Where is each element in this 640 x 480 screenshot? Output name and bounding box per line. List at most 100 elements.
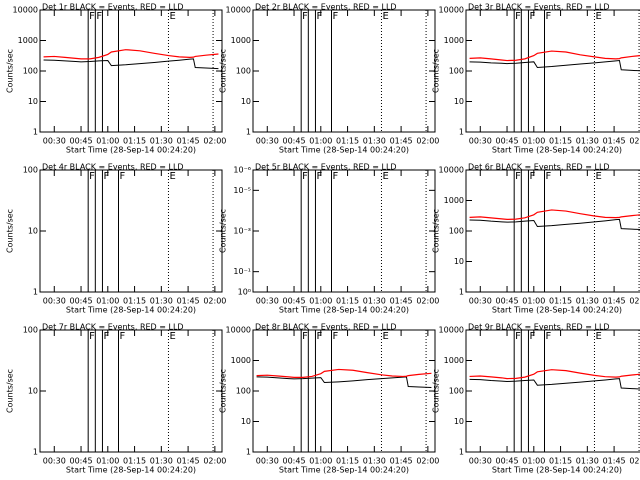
plot-frame — [252, 169, 436, 293]
x-tick-label: 01:30 — [363, 457, 386, 466]
event-label: F — [529, 171, 535, 182]
series-line — [469, 209, 640, 221]
y-tick-label: 10 — [241, 417, 251, 426]
y-tick-label: 100 — [449, 227, 464, 236]
panel: Det 4r BLACK = Events, RED = LLD 1 10 100 00… — [6, 163, 227, 315]
y-tick-label: 10⁻⁶ — [233, 166, 251, 175]
event-label: F — [120, 171, 126, 182]
chart-title: Det 9r BLACK = Events, RED = LLD — [468, 323, 610, 332]
event-label: F — [96, 11, 102, 22]
event-label: F — [529, 331, 535, 342]
y-tick-label: 1 — [246, 448, 251, 457]
x-tick-label: 01:15 — [123, 297, 146, 306]
event-label: F — [333, 331, 339, 342]
y-tick-label: 10 — [28, 227, 38, 236]
series-line — [469, 218, 640, 231]
y-tick-label: 10⁻³ — [233, 227, 251, 236]
y-tick-label: 1000 — [231, 36, 251, 45]
y-tick-label: 10000 — [226, 326, 251, 335]
x-tick-label: 01:45 — [603, 457, 626, 466]
y-tick-label: 100 — [236, 387, 251, 396]
x-tick-label: 02:00 — [416, 457, 439, 466]
x-tick-label: 02:00 — [203, 137, 226, 146]
x-tick-label: 01:15 — [549, 137, 572, 146]
event-label: F — [302, 331, 308, 342]
event-label: F — [120, 331, 126, 342]
event-label: F — [316, 171, 322, 182]
event-label: F — [515, 11, 521, 22]
x-axis-label: Start Time (28-Sep-14 00:24:20) — [279, 306, 409, 315]
x-axis-label: Start Time (28-Sep-14 00:24:20) — [279, 466, 409, 475]
plot-frame — [465, 329, 640, 453]
series-line — [469, 378, 640, 390]
plot-frame — [39, 169, 223, 293]
plot-frame — [465, 169, 640, 293]
y-tick-label: 10 — [241, 97, 251, 106]
x-tick-label: 00:45 — [70, 457, 93, 466]
series-line — [43, 49, 219, 60]
x-tick-label: 01:15 — [336, 297, 359, 306]
event-label: F — [333, 171, 339, 182]
event-label: F — [103, 331, 109, 342]
x-tick-label: 02:00 — [203, 297, 226, 306]
x-tick-label: 01:00 — [96, 297, 119, 306]
event-label: E — [595, 331, 601, 342]
x-axis-label: Start Time (28-Sep-14 00:24:20) — [279, 146, 409, 155]
y-axis-label: Counts/sec — [6, 369, 15, 413]
event-label: F — [89, 11, 95, 22]
y-axis-label: Counts/sec — [6, 49, 15, 93]
event-label: F — [546, 171, 552, 182]
y-axis-label: Counts/sec — [219, 369, 228, 413]
y-axis-label: Counts/sec — [432, 369, 441, 413]
y-tick-label: 10000 — [439, 166, 464, 175]
x-tick-label: 01:45 — [177, 297, 200, 306]
chart-title: Det 7r BLACK = Events, RED = LLD — [42, 323, 184, 332]
x-tick-label: 00:45 — [496, 297, 519, 306]
y-tick-label: 10 — [454, 257, 464, 266]
chart-title: Det 5r BLACK = Events, RED = LLD — [255, 163, 397, 172]
x-tick-label: 01:15 — [123, 457, 146, 466]
x-tick-label: 01:15 — [549, 457, 572, 466]
x-tick-label: 01:30 — [150, 457, 173, 466]
event-label: F — [546, 11, 552, 22]
x-tick-label: 00:30 — [256, 137, 279, 146]
y-tick-label: 100 — [23, 166, 38, 175]
x-tick-label: 00:45 — [70, 137, 93, 146]
panel: Det 7r BLACK = Events, RED = LLD 1 10 100 00… — [6, 323, 227, 475]
x-tick-label: 01:00 — [522, 137, 545, 146]
event-label: E — [382, 331, 388, 342]
x-tick-label: 01:30 — [363, 137, 386, 146]
x-tick-label: 00:45 — [283, 297, 306, 306]
series-line — [469, 60, 640, 72]
event-label: F — [529, 11, 535, 22]
y-tick-label: 1000 — [444, 36, 464, 45]
x-tick-label: 01:45 — [603, 297, 626, 306]
y-tick-label: 1 — [459, 288, 464, 297]
x-tick-label: 01:00 — [522, 457, 545, 466]
y-axis-label: Counts/sec — [432, 49, 441, 93]
x-tick-label: 01:15 — [123, 137, 146, 146]
y-tick-label: 100 — [23, 326, 38, 335]
event-label: F — [515, 171, 521, 182]
plot-frame — [252, 329, 436, 453]
x-tick-label: 01:45 — [603, 137, 626, 146]
plot-frame — [39, 329, 223, 453]
chart-title: Det 4r BLACK = Events, RED = LLD — [42, 163, 184, 172]
chart-title: Det 3r BLACK = Events, RED = LLD — [468, 3, 610, 12]
y-tick-label: 1 — [33, 448, 38, 457]
y-tick-label: 10 — [28, 97, 38, 106]
panel: Det 3r BLACK = Events, RED = LLD 1 10 100 10… — [432, 3, 640, 155]
y-axis-label: Counts/sec — [6, 209, 15, 253]
plot-frame — [252, 9, 436, 133]
event-label: F — [333, 11, 339, 22]
x-axis-label: Start Time (28-Sep-14 00:24:20) — [66, 466, 196, 475]
y-tick-label: 10 — [454, 97, 464, 106]
y-tick-label: 1 — [33, 128, 38, 137]
x-tick-label: 00:30 — [43, 457, 66, 466]
x-axis-label: Start Time (28-Sep-14 00:24:20) — [66, 146, 196, 155]
x-tick-label: 00:45 — [496, 457, 519, 466]
y-tick-label: 100 — [449, 387, 464, 396]
y-tick-label: 10000 — [439, 6, 464, 15]
x-tick-label: 01:15 — [336, 457, 359, 466]
